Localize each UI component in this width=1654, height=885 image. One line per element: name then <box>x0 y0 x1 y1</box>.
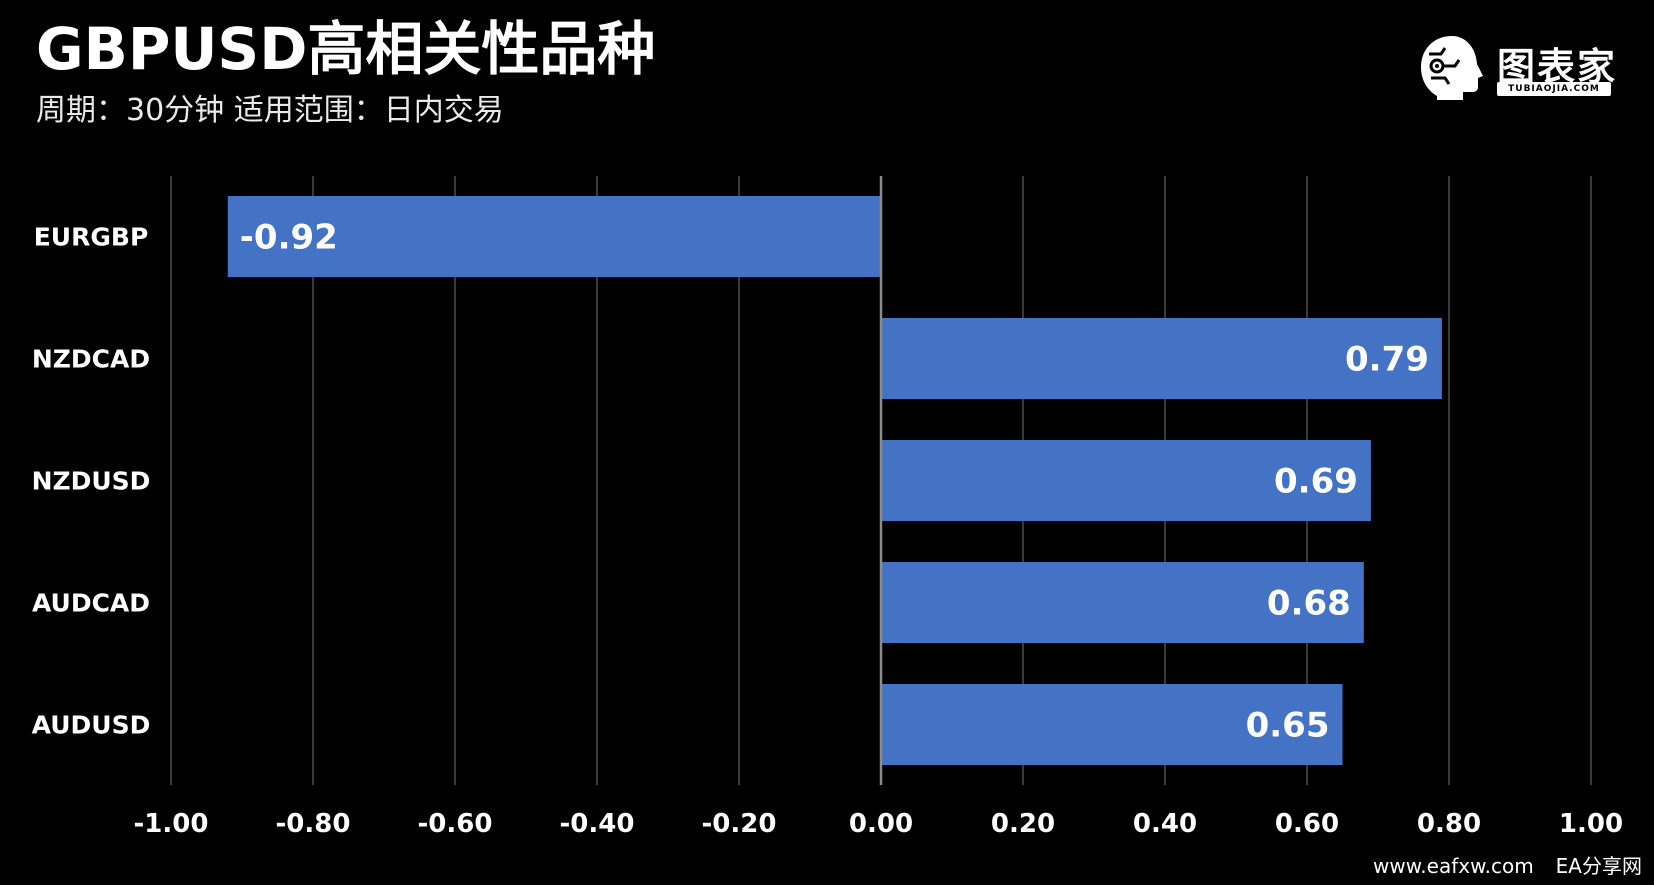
data-label: 0.79 <box>1345 340 1429 380</box>
x-tick-label: 0.20 <box>991 809 1055 839</box>
category-label: AUDCAD <box>32 589 150 618</box>
category-label: EURGBP <box>34 223 149 252</box>
x-tick-label: 0.40 <box>1133 809 1197 839</box>
x-tick-label: 1.00 <box>1559 809 1623 839</box>
bars <box>227 196 1442 765</box>
bar <box>881 318 1442 399</box>
category-labels: EURGBP NZDCAD NZDUSD AUDCAD AUDUSD <box>32 223 151 740</box>
data-label: 0.68 <box>1267 584 1351 624</box>
footer-site: www.eafxw.com <box>1373 854 1534 878</box>
x-tick-label: -1.00 <box>134 809 209 839</box>
data-labels: -0.92 0.79 0.69 0.68 0.65 <box>240 218 1429 746</box>
x-tick-label: 0.00 <box>849 809 913 839</box>
footer-credit: www.eafxw.com EA分享网 <box>1373 850 1642 879</box>
x-tick-label: 0.60 <box>1275 809 1339 839</box>
footer-name: EA分享网 <box>1555 854 1642 878</box>
brand-logo: 图表家 TUBIAOJIA.COM <box>1415 30 1615 104</box>
x-tick-label: -0.60 <box>418 809 493 839</box>
logo-url: TUBIAOJIA.COM <box>1497 82 1611 96</box>
data-label: 0.65 <box>1246 706 1330 746</box>
bar <box>881 440 1371 521</box>
x-tick-label: -0.80 <box>276 809 351 839</box>
logo-name: 图表家 <box>1497 45 1618 89</box>
robot-head-icon <box>1421 36 1483 100</box>
x-tick-label: -0.40 <box>560 809 635 839</box>
bar <box>881 684 1343 765</box>
data-label: 0.69 <box>1274 462 1358 502</box>
category-label: NZDUSD <box>32 467 151 496</box>
x-tick-label: 0.80 <box>1417 809 1481 839</box>
chart-title: GBPUSD高相关性品种 <box>36 15 656 83</box>
bar <box>881 562 1364 643</box>
category-label: AUDUSD <box>32 711 151 740</box>
bar <box>227 196 882 277</box>
category-label: NZDCAD <box>32 345 150 374</box>
x-tick-label: -0.20 <box>702 809 777 839</box>
chart-subtitle: 周期：30分钟 适用范围：日内交易 <box>36 93 504 128</box>
x-tick-labels: -1.00 -0.80 -0.60 -0.40 -0.20 0.00 0.20 0.40 0.6… <box>134 809 1624 839</box>
data-label: -0.92 <box>240 218 338 258</box>
